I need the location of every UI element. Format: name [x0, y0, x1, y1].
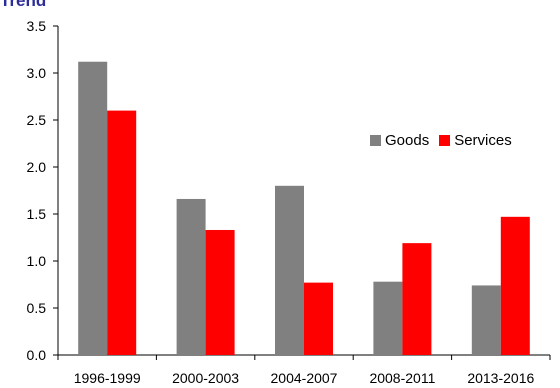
y-tick-label-5: 2.5 — [27, 112, 47, 128]
legend-item-goods: Goods — [370, 132, 429, 149]
legend-swatch-services — [439, 135, 451, 146]
y-tick-label-2: 1.0 — [27, 253, 47, 269]
legend: Goods Services — [370, 132, 516, 149]
bar-services-0 — [107, 110, 137, 355]
legend-item-services: Services — [439, 132, 512, 149]
y-tick-label-1: 0.5 — [27, 300, 47, 316]
y-axis: 0.0 0.5 1.0 1.5 2.0 2.5 3.0 3.5 — [27, 18, 59, 363]
bar-services-4 — [500, 216, 530, 355]
x-tick-label-0: 1996-1999 — [74, 370, 141, 386]
bar-goods-1 — [176, 198, 206, 355]
bar-services-1 — [205, 229, 235, 355]
x-tick-label-4: 2013-2016 — [467, 370, 534, 386]
legend-swatch-goods — [370, 135, 381, 146]
bar-goods-2 — [275, 185, 304, 355]
y-tick-label-3: 1.5 — [27, 206, 47, 222]
chart-title: Trend — [0, 0, 47, 10]
x-axis: 1996-1999 2000-2003 2004-2007 2008-2011 2013… — [57, 354, 551, 386]
bar-goods-4 — [471, 285, 501, 355]
y-tick-label-6: 3.0 — [27, 65, 47, 81]
y-tick-label-0: 0.0 — [27, 347, 47, 363]
x-tick-label-3: 2008-2011 — [369, 370, 435, 386]
y-tick-label-4: 2.0 — [27, 159, 47, 175]
y-tick-label-7: 3.5 — [27, 18, 47, 34]
bars-group — [78, 61, 530, 355]
x-tick-label-1: 2000-2003 — [172, 370, 239, 386]
x-tick-label-2: 2004-2007 — [271, 370, 338, 386]
bar-services-3 — [402, 243, 432, 355]
legend-label-services: Services — [454, 132, 512, 149]
legend-label-goods: Goods — [385, 132, 430, 149]
bar-services-2 — [304, 282, 333, 355]
bar-goods-3 — [373, 281, 403, 355]
bar-goods-0 — [78, 61, 108, 355]
